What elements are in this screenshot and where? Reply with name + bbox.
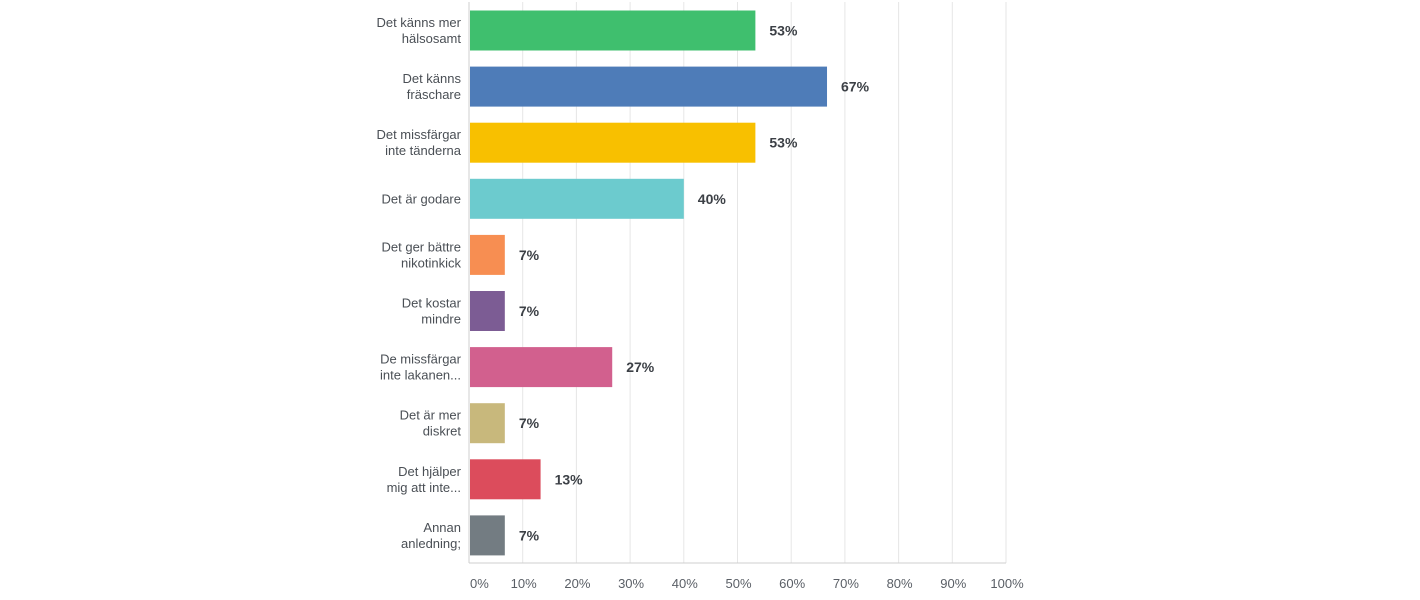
bar (470, 459, 541, 500)
category-label: Det hjälper mig att inte... (387, 464, 462, 495)
data-label: 53% (769, 23, 798, 39)
x-tick-label: 70% (833, 576, 859, 591)
category-label: Det missfärgar inte tänderna (376, 127, 461, 158)
category-label: Det kostar mindre (402, 296, 462, 327)
bar (470, 178, 684, 219)
bar (470, 403, 505, 444)
category-label: Det känns mer hälsosamt (376, 15, 461, 46)
bar (470, 122, 756, 163)
data-label: 7% (519, 303, 540, 319)
x-tick-label: 100% (990, 576, 1024, 591)
data-label: 7% (519, 415, 540, 431)
data-label: 27% (626, 359, 655, 375)
category-label: Det känns fräschare (402, 71, 461, 102)
category-label: Annan anledning; (401, 520, 461, 551)
data-label: 7% (519, 247, 540, 263)
bar (470, 291, 505, 331)
x-tick-label: 10% (511, 576, 537, 591)
x-tick-label: 80% (887, 576, 913, 591)
data-label: 67% (841, 79, 870, 95)
bar (470, 10, 756, 51)
x-tick-label: 90% (940, 576, 966, 591)
data-label: 7% (519, 527, 540, 543)
data-label: 13% (555, 471, 584, 487)
data-label: 53% (769, 135, 798, 151)
category-label: De missfärgar inte lakanen... (380, 352, 462, 383)
x-tick-label: 20% (564, 576, 590, 591)
bar (470, 234, 505, 275)
x-tick-label: 40% (672, 576, 698, 591)
category-label: Det är mer diskret (400, 408, 462, 439)
x-tick-label: 50% (725, 576, 751, 591)
category-label: Det ger bättre nikotinkick (382, 239, 462, 270)
data-label: 40% (698, 191, 727, 207)
x-tick-label: 0% (470, 576, 489, 591)
bar (470, 347, 613, 388)
bar (470, 66, 828, 107)
bar (470, 515, 505, 556)
x-tick-label: 30% (618, 576, 644, 591)
x-tick-label: 60% (779, 576, 805, 591)
category-label: Det är godare (382, 191, 462, 206)
